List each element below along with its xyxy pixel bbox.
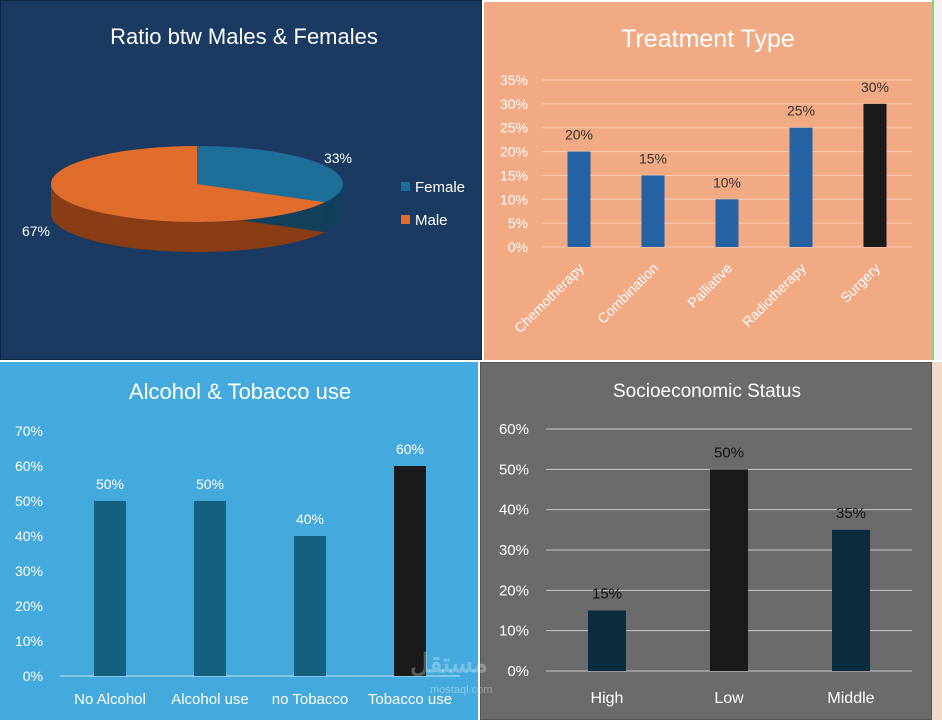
y-tick-label: 0% <box>508 239 528 255</box>
bar <box>863 103 887 247</box>
data-label: 15% <box>639 150 667 166</box>
watermark-logo: مستقل <box>410 648 488 678</box>
bar <box>710 469 748 671</box>
x-tick-label: no Tobacco <box>272 691 348 708</box>
y-tick-label: 10% <box>499 623 529 640</box>
data-label: 15% <box>592 586 622 603</box>
bar <box>394 466 426 676</box>
chart-title: Ratio btw Males & Females <box>110 24 378 49</box>
y-tick-label: 5% <box>508 215 528 231</box>
x-tick-label: Alcohol use <box>171 691 249 708</box>
y-tick-label: 40% <box>499 502 529 519</box>
alcohol-chart-panel: Alcohol & Tobacco use 0% 10% 20% 30% 40% 50% 60… <box>0 362 478 720</box>
legend-label: Female <box>415 179 465 196</box>
y-tick-label: 20% <box>499 582 529 599</box>
pie-slice <box>197 146 343 203</box>
data-label: 35% <box>836 505 866 522</box>
data-label: 50% <box>714 444 744 461</box>
bar <box>94 501 126 676</box>
chart-svg: Alcohol & Tobacco use 0% 10% 20% 30% 40% 50% 60… <box>15 379 460 708</box>
y-tick-label: 10% <box>500 191 528 207</box>
gender-chart-panel: Ratio btw Males & Females 33% 67% Female Mal… <box>0 0 482 360</box>
bar <box>567 151 591 247</box>
data-label: 40% <box>296 511 324 527</box>
legend-swatch <box>401 182 410 191</box>
y-tick-label: 25% <box>500 120 528 136</box>
y-tick-label: 50% <box>15 493 43 509</box>
x-tick-label: Radiotherapy <box>739 260 809 330</box>
bar <box>294 536 326 676</box>
y-tick-label: 20% <box>15 598 43 614</box>
data-label: 20% <box>565 127 593 143</box>
chart-svg: Treatment Type 0% 5% 10% 15% 20% 25% 30% 35% 20% C… <box>500 25 912 336</box>
x-tick-label: High <box>591 690 624 707</box>
y-tick-label: 70% <box>15 423 43 439</box>
x-tick-label: Surgery <box>837 260 883 306</box>
x-tick-label: Low <box>714 690 744 707</box>
pie-slice <box>51 146 325 223</box>
y-tick-label: 30% <box>499 542 529 559</box>
panel-edge <box>932 0 942 360</box>
bar <box>715 199 739 247</box>
y-tick-label: 0% <box>23 668 43 684</box>
chart-title: Socioeconomic Status <box>613 381 801 402</box>
bar <box>194 501 226 676</box>
pie-slice-side <box>324 184 343 233</box>
data-label: 50% <box>196 476 224 492</box>
y-tick-label: 15% <box>500 167 528 183</box>
y-tick-label: 40% <box>15 528 43 544</box>
bar <box>641 175 665 247</box>
data-label: 67% <box>22 223 50 239</box>
x-tick-label: No Alcohol <box>74 691 146 708</box>
y-tick-label: 35% <box>500 72 528 88</box>
watermark-url: mostaql.com <box>430 684 493 696</box>
data-label: 25% <box>787 103 815 119</box>
legend-swatch <box>401 215 410 224</box>
data-label: 60% <box>396 441 424 457</box>
panel-edge <box>932 362 942 720</box>
data-label: 10% <box>713 174 741 190</box>
y-tick-label: 20% <box>500 144 528 160</box>
treatment-chart-panel: Treatment Type 0% 5% 10% 15% 20% 25% 30% 35% 20% C… <box>484 2 932 360</box>
x-tick-label: Tobacco use <box>368 691 452 708</box>
x-tick-label: Middle <box>827 690 874 707</box>
y-tick-label: 60% <box>15 458 43 474</box>
data-label: 33% <box>324 150 352 166</box>
bar <box>588 610 626 671</box>
y-tick-label: 50% <box>499 461 529 478</box>
chart-title: Alcohol & Tobacco use <box>129 379 351 404</box>
socio-chart-panel: Socioeconomic Status 0% 10% 20% 30% 40% 50% 60%… <box>480 362 932 720</box>
pie-slice-side <box>51 184 325 253</box>
data-label: 30% <box>861 79 889 95</box>
bar <box>832 529 870 671</box>
y-tick-label: 30% <box>15 563 43 579</box>
data-label: 50% <box>96 476 124 492</box>
x-tick-label: Chemotherapy <box>511 260 587 336</box>
chart-title: Treatment Type <box>621 25 795 53</box>
legend-label: Male <box>415 212 448 229</box>
x-tick-label: Combination <box>594 260 661 327</box>
chart-svg: Socioeconomic Status 0% 10% 20% 30% 40% 50% 60%… <box>499 381 912 707</box>
y-tick-label: 0% <box>507 663 529 680</box>
y-tick-label: 60% <box>499 421 529 438</box>
chart-svg: Ratio btw Males & Females 33% 67% Female Mal… <box>22 24 465 253</box>
y-tick-label: 10% <box>15 633 43 649</box>
y-tick-label: 30% <box>500 96 528 112</box>
x-tick-label: Palliative <box>684 260 735 311</box>
bar <box>789 127 813 247</box>
